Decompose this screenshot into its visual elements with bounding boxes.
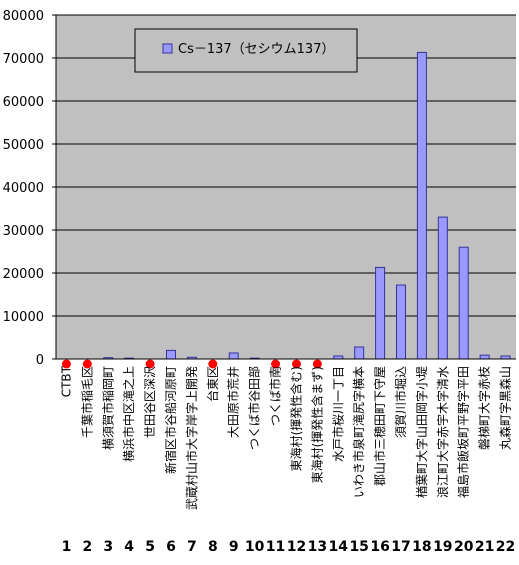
x-category-label: つくば市谷田部 bbox=[247, 366, 262, 450]
y-tick-label: 30000 bbox=[3, 224, 44, 239]
y-tick-label: 10000 bbox=[3, 310, 44, 325]
x-number-label: 18 bbox=[412, 539, 431, 555]
x-number-label: 8 bbox=[208, 539, 218, 555]
bars bbox=[103, 51, 511, 360]
bar bbox=[228, 352, 239, 360]
x-category-label: 浪江町大字赤宇木字清水 bbox=[435, 366, 450, 498]
x-axis-number-labels: 1 2 3 4 5 6 7 8 9 10 11 12 13 14 15 16 17 18 19 20 21 22 bbox=[62, 539, 516, 555]
x-category-label: 磐梯町大字赤枝 bbox=[477, 366, 492, 450]
x-number-label: 1 bbox=[62, 539, 72, 555]
x-number-label: 22 bbox=[496, 539, 515, 555]
marker-dot bbox=[61, 359, 71, 369]
x-axis-category-labels: CTBT 千葉市稲毛区 横須賀市稲岡町 横浜市中区滝之上 世田谷区深沢 新宿区市谷船河原町… bbox=[59, 365, 512, 510]
bar bbox=[437, 216, 448, 360]
x-number-label: 2 bbox=[82, 539, 92, 555]
bar bbox=[458, 246, 469, 360]
y-tick-label: 70000 bbox=[3, 52, 44, 67]
y-tick-label: 80000 bbox=[3, 9, 44, 24]
y-tick-label: 60000 bbox=[3, 95, 44, 110]
y-axis-ticks: 0 10000 20000 30000 40000 50000 60000 70000 8000… bbox=[3, 9, 56, 368]
marker-dot bbox=[312, 359, 322, 369]
gridlines bbox=[56, 14, 516, 317]
markers bbox=[61, 359, 322, 369]
y-tick-label: 20000 bbox=[3, 267, 44, 282]
x-number-label: 4 bbox=[124, 539, 134, 555]
x-category-label: 横須賀市稲岡町 bbox=[100, 366, 115, 450]
legend-swatch bbox=[162, 43, 173, 54]
x-category-label: 台東区 bbox=[205, 366, 220, 402]
x-category-label: 横浜市中区滝之上 bbox=[121, 366, 136, 462]
x-category-label: 世田谷区深沢 bbox=[143, 366, 157, 438]
bar bbox=[166, 349, 176, 360]
x-number-label: 21 bbox=[475, 539, 494, 555]
x-number-label: 14 bbox=[329, 539, 349, 555]
x-number-label: 17 bbox=[391, 539, 410, 555]
x-number-label: 6 bbox=[166, 539, 176, 555]
x-number-label: 13 bbox=[308, 539, 327, 555]
bar bbox=[479, 354, 490, 360]
x-category-label: 東海村(揮発性含む) bbox=[288, 366, 303, 471]
x-category-label: 大田原市荒井 bbox=[226, 366, 241, 438]
x-category-label: 新宿区市谷船河原町 bbox=[163, 366, 178, 474]
x-number-label: 5 bbox=[145, 539, 155, 555]
marker-dot bbox=[145, 359, 155, 369]
x-number-label: 20 bbox=[454, 539, 474, 555]
x-category-label: 水戸市桜川一丁目 bbox=[330, 366, 345, 462]
marker-dot bbox=[291, 359, 301, 369]
marker-dot bbox=[82, 359, 92, 369]
y-tick-label: 50000 bbox=[3, 138, 44, 153]
x-category-label: いわき市泉町滝尻字横本 bbox=[351, 366, 366, 498]
bar bbox=[375, 266, 386, 360]
legend-label: Cs－137（セシウム137） bbox=[178, 42, 334, 57]
x-category-label: 福島市飯坂町平野字平田 bbox=[456, 366, 471, 498]
bar bbox=[396, 284, 406, 360]
x-number-label: 12 bbox=[287, 539, 306, 555]
marker-dot bbox=[208, 359, 218, 369]
x-category-label: つくば市南 bbox=[268, 366, 283, 426]
y-tick-label: 0 bbox=[36, 353, 44, 368]
x-number-label: 10 bbox=[245, 539, 265, 555]
x-number-label: 11 bbox=[266, 539, 285, 555]
x-category-label: 郡山市三穂田町下守屋 bbox=[372, 366, 387, 486]
x-number-label: 7 bbox=[187, 539, 197, 555]
x-category-label: 千葉市稲毛区 bbox=[79, 366, 94, 438]
marker-dot bbox=[271, 359, 281, 369]
legend: Cs－137（セシウム137） bbox=[134, 28, 358, 73]
x-number-label: 16 bbox=[370, 539, 389, 555]
x-category-label: CTBT bbox=[59, 365, 73, 397]
axes bbox=[55, 15, 516, 360]
x-category-label: 丸森町字黒森山 bbox=[498, 366, 513, 450]
x-number-label: 3 bbox=[103, 539, 113, 555]
y-tick-label: 40000 bbox=[3, 181, 44, 196]
x-category-label: 武蔵村山市大字岸字上開発 bbox=[184, 366, 199, 510]
x-number-label: 9 bbox=[229, 539, 239, 555]
x-category-label: 楢葉町大字山田岡字小堤 bbox=[414, 366, 429, 498]
x-number-label: 15 bbox=[349, 539, 368, 555]
x-category-label: 東海村(揮発性含まず) bbox=[309, 366, 324, 483]
bar bbox=[416, 51, 427, 360]
x-number-label: 19 bbox=[433, 539, 452, 555]
x-category-label: 須賀川市堀込 bbox=[393, 366, 408, 438]
bar bbox=[354, 346, 365, 360]
